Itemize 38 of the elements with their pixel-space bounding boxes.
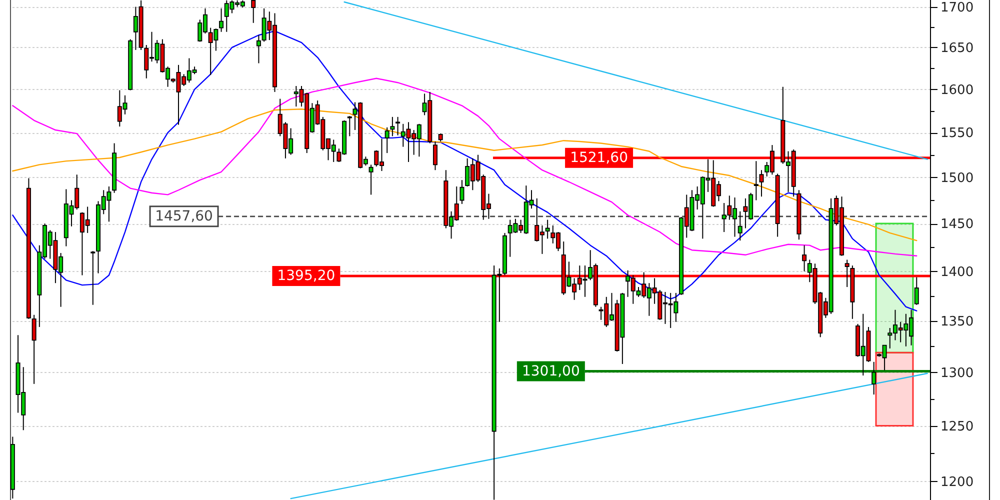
candlestick	[432, 140, 438, 171]
candlestick	[90, 250, 96, 306]
ref-line-label: 1457,60	[155, 208, 213, 224]
y-tick-label: 1200	[940, 474, 974, 490]
candlestick	[256, 34, 261, 64]
candlestick	[460, 180, 464, 204]
y-tick-label: 1350	[940, 314, 974, 330]
y-tick-label: 1550	[940, 126, 974, 142]
candlestick	[396, 116, 400, 136]
candlestick	[390, 116, 395, 137]
candlestick	[802, 244, 807, 272]
y-tick-label: 1450	[940, 217, 974, 232]
y-tick-label: 1250	[940, 419, 974, 434]
candlestick	[738, 210, 742, 242]
ref-line-label: 1395,20	[277, 268, 336, 284]
line-series	[12, 108, 918, 242]
y-tick-label: 1300	[940, 366, 974, 381]
candlestick	[759, 170, 764, 198]
candlestick	[914, 276, 919, 306]
line-series	[12, 30, 918, 312]
y-tick-label: 1650	[940, 40, 974, 56]
candlestick	[872, 361, 876, 396]
y-tick-label: 1600	[940, 82, 974, 98]
line-series	[12, 78, 918, 256]
y-tick-label: 1500	[940, 170, 974, 186]
candlestick	[754, 160, 758, 201]
candlestick	[545, 219, 550, 240]
candlestick	[219, 8, 224, 32]
candlestick	[32, 314, 36, 384]
ref-line-label: 1301,00	[522, 363, 580, 380]
candlestick	[844, 259, 850, 288]
candlestick	[347, 116, 352, 137]
ref-line-label: 1521,60	[570, 150, 628, 166]
y-tick-label: 1400	[940, 264, 974, 280]
y-tick-label: 1700	[940, 0, 974, 16]
candlestick	[384, 126, 390, 154]
candlestick	[251, 0, 256, 24]
candlestick	[368, 164, 374, 196]
